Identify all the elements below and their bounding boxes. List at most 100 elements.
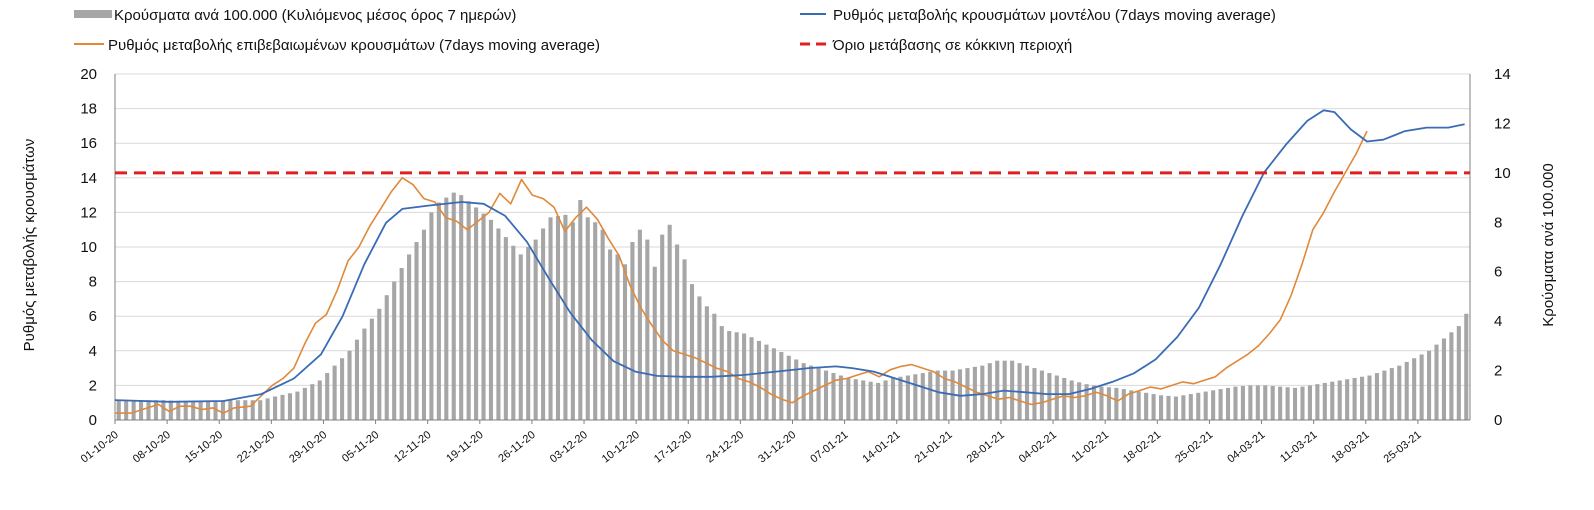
bar-day-131 (1091, 385, 1097, 420)
bar-day-1 (124, 400, 129, 420)
bar-day-174 (1412, 358, 1417, 420)
x-tick-label-04-03-21: 04-03-21 (1225, 429, 1267, 466)
x-tick-label-11-02-21: 11-02-21 (1070, 429, 1111, 465)
bar-day-146 (1203, 391, 1208, 420)
bar-day-26 (310, 384, 315, 420)
bar-day-46 (459, 195, 464, 420)
bar-day-23 (287, 393, 293, 420)
y-right-tick-0: 0 (1494, 412, 1502, 429)
bar-day-44 (444, 197, 449, 420)
x-tick-label-21-01-21: 21-01-21 (913, 429, 955, 466)
y-left-tick-14: 14 (80, 170, 97, 187)
x-tick-label-31-12-20: 31-12-20 (756, 429, 798, 466)
bar-day-33 (362, 328, 367, 420)
y-right-tick-8: 8 (1494, 214, 1502, 231)
bar-day-61 (570, 222, 575, 420)
bar-day-74 (667, 224, 672, 420)
bar-day-38 (399, 268, 404, 420)
bar-day-132 (1099, 386, 1104, 420)
x-tick-label-05-11-20: 05-11-20 (340, 429, 381, 465)
bar-day-72 (652, 266, 657, 420)
y-left-tick-8: 8 (89, 274, 97, 291)
bar-day-21 (273, 396, 278, 420)
bar-day-142 (1173, 396, 1178, 420)
y-right-tick-6: 6 (1494, 264, 1502, 281)
x-tick-label-15-10-20: 15-10-20 (183, 429, 225, 466)
bar-day-42 (429, 212, 434, 420)
bar-day-154 (1263, 385, 1268, 420)
bar-day-117 (987, 363, 992, 420)
model-rate-line (114, 109, 1465, 403)
bar-day-101 (868, 381, 873, 420)
bar-day-127 (1062, 377, 1067, 420)
y-left-tick-12: 12 (80, 204, 97, 221)
bar-day-96 (831, 373, 836, 420)
bar-day-24 (295, 391, 300, 420)
bar-day-64 (593, 222, 598, 420)
bar-day-97 (838, 375, 843, 420)
bar-day-98 (846, 377, 851, 420)
bar-day-32 (354, 339, 360, 420)
bar-day-89 (779, 352, 784, 420)
bar-day-115 (972, 366, 977, 420)
bar-day-31 (347, 350, 352, 420)
bar-day-114 (965, 368, 970, 420)
bar-day-11 (198, 401, 203, 420)
bar-day-6 (161, 400, 166, 420)
bar-day-181 (1464, 313, 1469, 420)
bar-day-60 (563, 214, 568, 420)
bar-day-102 (876, 382, 881, 420)
bar-day-0 (116, 400, 121, 420)
legend: Κρούσματα ανά 100.000 (Κυλιόμενος μέσος … (74, 7, 1276, 54)
bar-day-68 (622, 264, 628, 420)
bar-day-163 (1330, 381, 1335, 420)
bar-day-92 (801, 363, 806, 420)
bar-day-8 (176, 400, 181, 420)
y-right-tick-10: 10 (1494, 165, 1511, 182)
bar-series (116, 192, 1469, 420)
bar-day-104 (890, 377, 896, 420)
y-left-tick-2: 2 (89, 377, 97, 394)
bar-day-157 (1285, 387, 1290, 420)
bar-day-151 (1240, 386, 1245, 420)
bar-day-149 (1225, 387, 1231, 420)
bar-day-108 (920, 373, 925, 420)
bar-day-19 (258, 400, 263, 420)
y-left-tick-20: 20 (80, 66, 97, 83)
bar-day-37 (392, 281, 397, 420)
y-right-tick-2: 2 (1494, 363, 1502, 380)
bar-day-81 (719, 326, 724, 420)
y-left-tick-6: 6 (89, 308, 97, 325)
bar-day-18 (250, 400, 255, 420)
bar-day-51 (496, 228, 501, 420)
bar-day-35 (377, 308, 382, 420)
bar-day-160 (1307, 385, 1312, 420)
legend-confirmed-label: Ρυθμός μεταβολής επιβεβαιωμένων κρουσμάτ… (108, 37, 600, 54)
bar-day-25 (302, 387, 307, 420)
bar-day-22 (280, 394, 285, 420)
axes (114, 74, 1471, 424)
bar-day-118 (995, 360, 1000, 420)
bar-day-130 (1084, 384, 1089, 420)
bar-day-178 (1441, 338, 1446, 420)
bar-day-67 (615, 254, 620, 420)
bar-day-45 (451, 192, 456, 420)
bar-day-129 (1077, 382, 1082, 420)
bar-day-56 (533, 239, 538, 420)
bar-day-41 (421, 229, 427, 420)
bar-day-100 (861, 380, 866, 420)
bar-day-128 (1069, 380, 1074, 420)
bar-day-39 (407, 254, 412, 420)
y-left-tick-10: 10 (80, 239, 97, 256)
bar-day-40 (414, 242, 419, 420)
bar-day-55 (526, 247, 531, 420)
bar-day-139 (1151, 394, 1156, 420)
x-tick-label-22-10-20: 22-10-20 (235, 429, 277, 466)
bar-day-140 (1158, 395, 1164, 420)
bar-day-29 (332, 365, 337, 420)
bar-day-123 (1032, 368, 1037, 420)
bar-day-164 (1337, 380, 1342, 420)
bar-day-20 (265, 398, 270, 420)
bar-day-84 (742, 333, 747, 420)
